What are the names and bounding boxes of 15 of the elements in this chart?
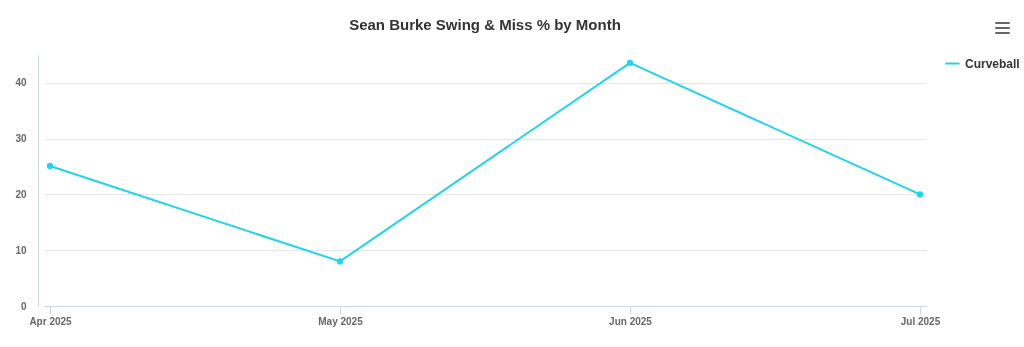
x-tick-label: May 2025: [318, 315, 364, 327]
legend-label: Curveball: [965, 56, 1020, 71]
point: [46, 162, 54, 170]
x-tick-label: Jul 2025: [900, 315, 941, 327]
y-tick-label: 20: [15, 188, 27, 200]
y-tick-label: 40: [15, 77, 27, 89]
point: [626, 59, 634, 66]
point: [336, 258, 344, 265]
y-tick-label: 10: [15, 244, 27, 256]
x-tick-label: Apr 2025: [29, 315, 73, 327]
x-tick-label: Jun 2025: [609, 315, 653, 327]
chart-title: Sean Burke Swing & Miss % by Month: [349, 16, 621, 33]
point: [916, 191, 924, 198]
y-tick-label: 0: [20, 300, 27, 312]
y-tick-label: 30: [15, 133, 27, 145]
